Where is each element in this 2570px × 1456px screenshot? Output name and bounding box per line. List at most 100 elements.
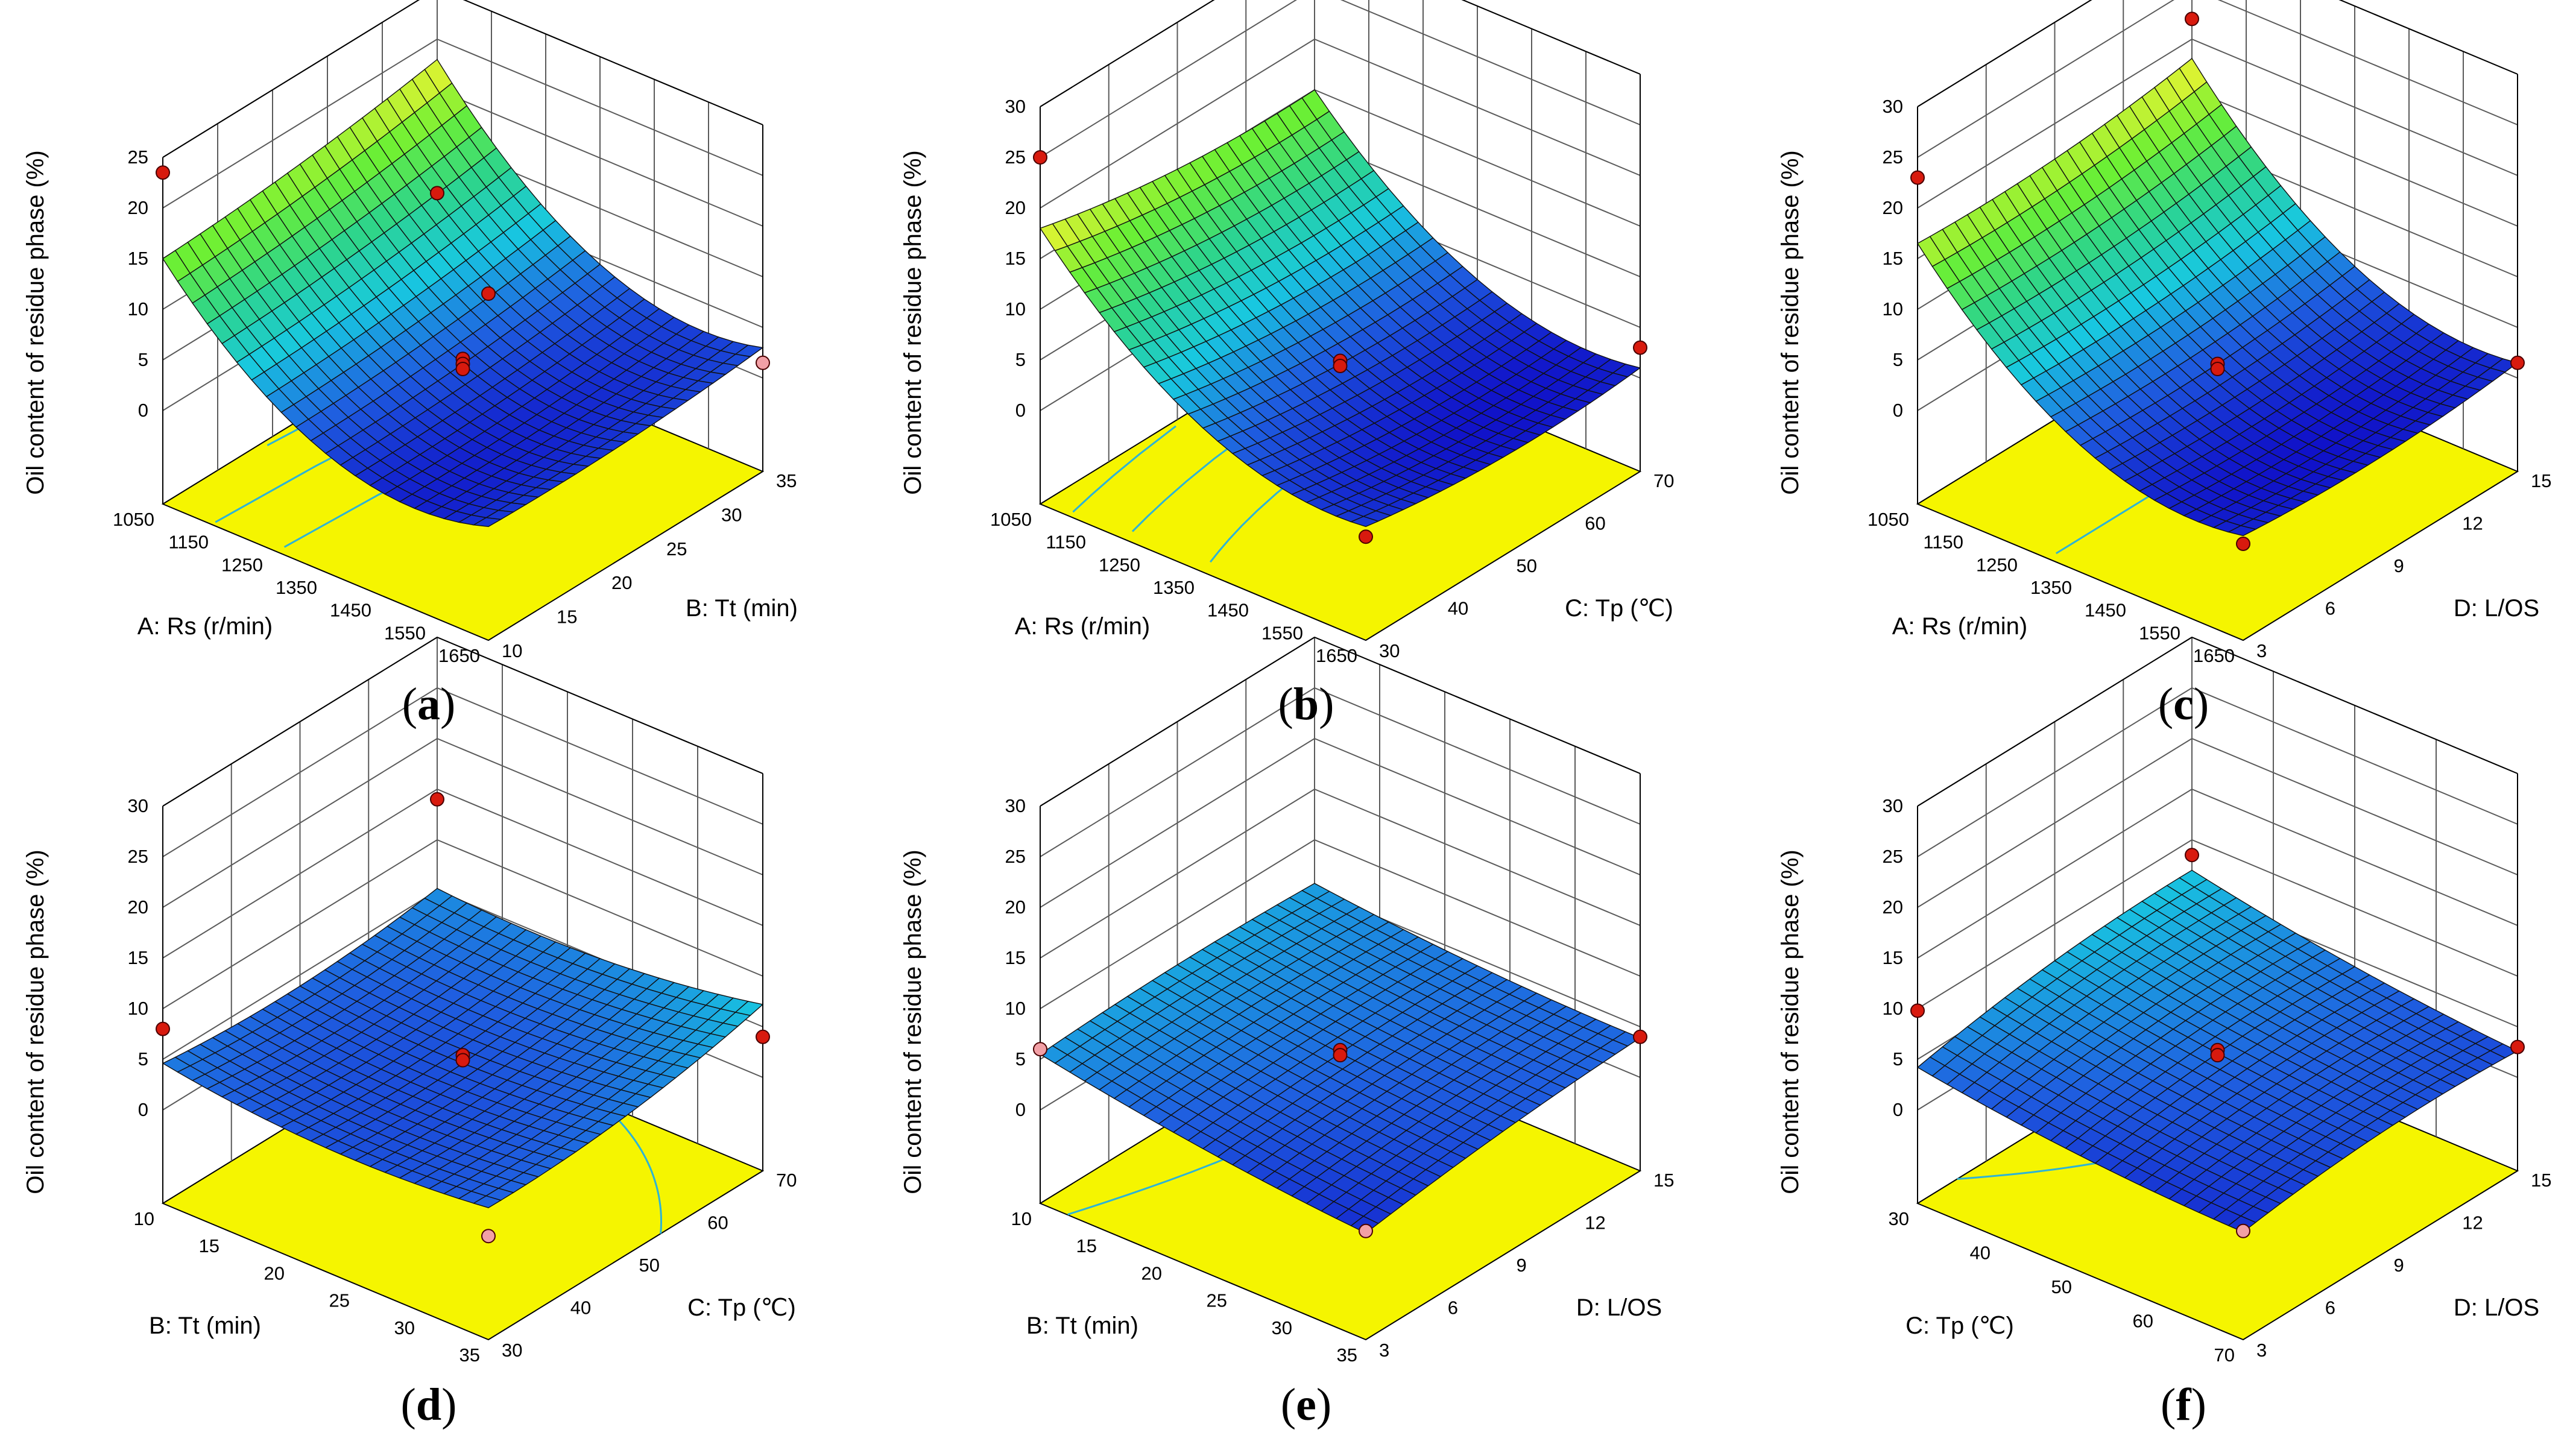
x-axis-title: A: Rs (r/min) xyxy=(1015,613,1150,640)
x-tick-label: 1250 xyxy=(1099,554,1140,575)
y-tick-label: 40 xyxy=(1448,598,1468,619)
design-point xyxy=(2510,355,2525,370)
design-point xyxy=(2236,1223,2250,1238)
z-tick-label: 15 xyxy=(1883,248,1903,269)
y-tick-label: 6 xyxy=(2325,598,2335,619)
x-tick-label: 1650 xyxy=(1316,645,1357,666)
design-point xyxy=(481,1229,496,1244)
y-tick-label: 12 xyxy=(2462,513,2483,534)
y-tick-label: 60 xyxy=(1585,513,1605,534)
x-tick-label: 25 xyxy=(1207,1290,1227,1311)
grid-line xyxy=(162,38,763,209)
design-point xyxy=(756,1029,770,1044)
plot-panel-f: 0 5 10 15 20 25 30 Oil content of residue phase… xyxy=(1777,636,2551,1366)
y-tick-label: 15 xyxy=(2531,470,2551,491)
x-tick-label: 1450 xyxy=(1207,600,1249,621)
x-tick-label: 30 xyxy=(394,1317,415,1338)
y-tick-label: 12 xyxy=(2462,1212,2483,1234)
x-tick-label: 20 xyxy=(1141,1262,1162,1284)
z-tick-label: 5 xyxy=(1893,1048,1903,1070)
z-axis-title: Oil content of residue phase (%) xyxy=(22,150,49,494)
panel-label-e: (e) xyxy=(1281,1379,1331,1430)
z-tick-label: 10 xyxy=(1005,298,1026,320)
y-axis-title: D: L/OS xyxy=(2454,1294,2539,1321)
x-tick-label: 10 xyxy=(1011,1208,1032,1229)
x-tick-label: 20 xyxy=(264,1262,285,1284)
z-tick-label: 5 xyxy=(1015,1048,1026,1070)
x-tick-label: 1350 xyxy=(276,577,317,598)
z-axis-title: Oil content of residue phase (%) xyxy=(900,150,926,494)
z-tick-label: 25 xyxy=(1883,846,1903,867)
z-tick-label: 0 xyxy=(138,400,148,421)
y-tick-label: 9 xyxy=(2394,555,2404,576)
response-surface xyxy=(1039,883,1641,1234)
box-edge xyxy=(2191,637,2518,774)
x-tick-label: 1650 xyxy=(2193,645,2235,666)
design-point xyxy=(1633,340,1647,355)
y-tick-label: 50 xyxy=(639,1255,660,1276)
z-tick-label: 10 xyxy=(1883,998,1903,1019)
y-tick-label: 30 xyxy=(502,1340,522,1361)
x-tick-label: 1550 xyxy=(384,622,426,643)
design-point xyxy=(1359,529,1373,544)
box-edge xyxy=(1040,0,1215,107)
grid-line xyxy=(1040,38,1641,209)
box-edge xyxy=(437,637,763,774)
z-tick-label: 20 xyxy=(128,197,148,218)
z-tick-label: 10 xyxy=(1005,998,1026,1019)
z-axis-title: Oil content of residue phase (%) xyxy=(900,849,926,1194)
x-tick-label: 25 xyxy=(329,1290,350,1311)
design-point xyxy=(430,186,444,201)
grid-line xyxy=(1040,0,1641,158)
y-tick-label: 30 xyxy=(721,504,742,525)
z-tick-label: 20 xyxy=(1005,897,1026,918)
response-surface xyxy=(162,887,764,1208)
design-point xyxy=(455,1053,470,1068)
x-tick-label: 1050 xyxy=(113,509,154,530)
grid-line xyxy=(1917,38,2518,209)
x-tick-label: 1150 xyxy=(1046,532,1086,553)
grid-line xyxy=(1040,788,1641,959)
box-edge xyxy=(463,0,763,125)
y-tick-label: 15 xyxy=(2531,1170,2551,1191)
x-tick-label: 1150 xyxy=(1923,532,1963,553)
x-tick-label: 35 xyxy=(459,1344,480,1366)
y-axis-title: C: Tp (℃) xyxy=(1565,595,1673,622)
panel-label-d: (d) xyxy=(401,1379,457,1430)
z-tick-label: 0 xyxy=(1015,400,1026,421)
y-tick-label: 15 xyxy=(557,607,577,628)
contour-line xyxy=(1210,469,1306,563)
z-tick-label: 15 xyxy=(128,947,148,968)
z-tick-label: 25 xyxy=(128,846,148,867)
contour-line xyxy=(1131,425,1259,532)
y-tick-label: 70 xyxy=(1653,470,1674,491)
y-tick-label: 3 xyxy=(2256,1340,2267,1361)
z-axis-title: Oil content of residue phase (%) xyxy=(1777,150,1804,494)
z-tick-label: 5 xyxy=(1015,349,1026,370)
design-point xyxy=(1333,358,1348,373)
x-axis-title: B: Tt (min) xyxy=(1026,1313,1138,1339)
box-edge xyxy=(2338,0,2518,75)
z-axis-title: Oil content of residue phase (%) xyxy=(22,849,49,1194)
design-point xyxy=(1359,1223,1373,1238)
grid-line xyxy=(162,737,763,908)
z-tick-label: 20 xyxy=(1005,197,1026,218)
design-point xyxy=(2185,848,2199,863)
z-tick-label: 30 xyxy=(1883,795,1903,816)
x-tick-label: 1150 xyxy=(168,532,209,553)
design-point xyxy=(2210,1048,2225,1063)
design-point xyxy=(2210,362,2225,376)
design-point xyxy=(481,286,496,301)
x-tick-label: 15 xyxy=(199,1235,219,1256)
x-tick-label: 35 xyxy=(1337,1344,1357,1366)
grid-line xyxy=(162,839,763,1009)
y-tick-label: 70 xyxy=(776,1170,797,1191)
x-tick-label: 50 xyxy=(2051,1276,2072,1297)
z-tick-label: 30 xyxy=(1005,795,1026,816)
x-tick-label: 1550 xyxy=(1261,622,1303,643)
y-tick-label: 12 xyxy=(1585,1212,1605,1234)
z-tick-label: 5 xyxy=(1893,349,1903,370)
surface-cell xyxy=(2178,869,2208,888)
plot-panel-b: 0 5 10 15 20 25 30 Oil content of residue phase… xyxy=(900,0,1674,666)
